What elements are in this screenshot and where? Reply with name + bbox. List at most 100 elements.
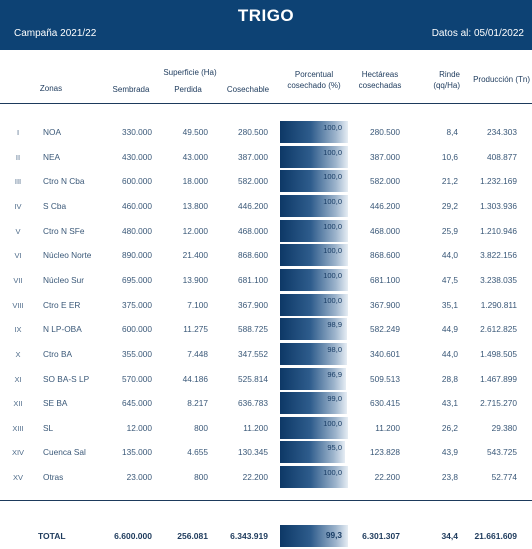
total-hectareas: 6.301.307 xyxy=(362,531,400,541)
sembrada-value: 330.000 xyxy=(122,127,152,137)
pct-bar-fill xyxy=(280,121,348,143)
hectareas-value: 11.200 xyxy=(375,422,400,433)
pct-value: 100,0 xyxy=(323,246,342,256)
rinde-value: 8,4 xyxy=(446,127,458,137)
pct-value: 100,0 xyxy=(323,196,342,206)
total-cosechable: 6.343.919 xyxy=(230,531,268,541)
pct-bar: 99,0 xyxy=(280,392,348,415)
pct-bar-fill xyxy=(280,466,348,489)
hectareas-value: 340.601 xyxy=(370,348,400,359)
produccion-value: 29.380 xyxy=(491,422,517,433)
pct-value: 95,0 xyxy=(327,443,342,453)
total-rinde: 34,4 xyxy=(441,531,458,541)
pct-bar: 100,0 xyxy=(280,244,348,267)
sembrada-value: 355.000 xyxy=(122,348,152,359)
rinde-value: 23,8 xyxy=(441,472,458,483)
produccion-value: 1.303.936 xyxy=(480,200,517,211)
zone-name: Núcleo Sur xyxy=(43,274,85,285)
pct-value: 98,9 xyxy=(327,320,342,330)
pct-bar: 100,0 xyxy=(280,145,348,168)
row-number: IX xyxy=(14,325,22,335)
pct-bar: 100,0 xyxy=(280,268,348,291)
cosechable-value: 636.783 xyxy=(238,398,268,409)
zone-name: SL xyxy=(43,422,54,433)
header-porcentual: Porcentual cosechado (%) xyxy=(280,69,348,91)
perdida-value: 13.900 xyxy=(182,274,208,285)
zone-name: Ctro N SFe xyxy=(43,225,85,236)
cosechable-value: 367.900 xyxy=(238,299,268,310)
zone-name: SE BA xyxy=(43,398,68,409)
zone-name: Núcleo Norte xyxy=(43,250,92,261)
sembrada-value: 460.000 xyxy=(122,200,152,211)
pct-bar-fill xyxy=(280,416,348,439)
perdida-value: 44.186 xyxy=(182,373,208,384)
pct-value: 100,0 xyxy=(323,221,342,231)
pct-bar-fill xyxy=(280,170,348,193)
pct-bar: 100,0 xyxy=(280,466,348,489)
header-rinde-line2: (qq/Ha) xyxy=(433,81,460,90)
cosechable-value: 588.725 xyxy=(238,324,268,335)
table-row: VIII Ctro E ER 375.000 7.100 367.900 367.900 3… xyxy=(0,293,532,318)
table-row: I NOA 330.000 49.500 280.500 280.500 8,4 234.30… xyxy=(0,120,532,145)
row-number: X xyxy=(15,349,21,359)
pct-bar: 100,0 xyxy=(280,416,348,439)
cosechable-value: 22.200 xyxy=(242,472,268,483)
produccion-value: 1.498.505 xyxy=(480,348,517,359)
pct-bar: 96,9 xyxy=(280,367,348,390)
row-number: IV xyxy=(14,201,22,211)
cosechable-value: 11.200 xyxy=(243,422,268,433)
header-zonas: Zonas xyxy=(39,84,63,93)
rinde-value: 28,8 xyxy=(441,373,458,384)
rinde-value: 21,2 xyxy=(441,176,458,187)
pct-value: 98,0 xyxy=(327,344,342,354)
row-number: XV xyxy=(12,473,23,483)
perdida-value: 7.448 xyxy=(187,348,208,359)
table-row: XV Otras 23.000 800 22.200 22.200 23,8 52.774 10… xyxy=(0,465,532,490)
sembrada-value: 23.000 xyxy=(126,472,152,483)
table-row: X Ctro BA 355.000 7.448 347.552 340.601 44,0 1.… xyxy=(0,342,532,367)
zone-name: Ctro BA xyxy=(43,348,73,359)
table-row: XIV Cuenca Sal 135.000 4.655 130.345 123.828 4… xyxy=(0,440,532,465)
pct-bar-fill xyxy=(280,244,348,267)
header-cosechable: Cosechable xyxy=(226,85,270,94)
pct-bar-fill xyxy=(280,392,348,415)
total-label: TOTAL xyxy=(38,531,66,541)
perdida-value: 49.500 xyxy=(182,127,208,137)
header-produccion: Producción (Tn) xyxy=(473,75,530,84)
row-number: VI xyxy=(14,251,22,261)
header-hectareas: Hectáreas cosechadas xyxy=(352,69,408,91)
cosechable-value: 868.600 xyxy=(238,250,268,261)
pct-bar: 98,0 xyxy=(280,342,348,365)
pct-bar: 100,0 xyxy=(280,170,348,193)
table-row: II NEA 430.000 43.000 387.000 387.000 10,6 408.… xyxy=(0,145,532,170)
report-title: TRIGO xyxy=(237,6,295,25)
produccion-value: 234.303 xyxy=(487,127,517,137)
zone-name: N LP-OBA xyxy=(43,324,82,335)
sembrada-value: 480.000 xyxy=(122,225,152,236)
row-number: VIII xyxy=(12,300,24,310)
cosechable-value: 582.000 xyxy=(238,176,268,187)
rinde-value: 43,9 xyxy=(441,447,458,458)
produccion-value: 543.725 xyxy=(487,447,517,458)
sembrada-value: 135.000 xyxy=(122,447,152,458)
perdida-value: 7.100 xyxy=(187,299,208,310)
sembrada-value: 645.000 xyxy=(122,398,152,409)
rinde-value: 44,9 xyxy=(441,324,458,335)
zone-name: NEA xyxy=(43,151,61,162)
rinde-value: 10,6 xyxy=(441,151,458,162)
rinde-value: 29,2 xyxy=(441,200,458,211)
pct-value: 99,0 xyxy=(327,394,342,404)
zone-name: SO BA-S LP xyxy=(43,373,90,384)
row-number: XIII xyxy=(12,423,24,433)
row-number: VII xyxy=(13,275,23,285)
hectareas-value: 280.500 xyxy=(370,127,400,137)
rinde-value: 35,1 xyxy=(441,299,458,310)
pct-value: 100,0 xyxy=(323,468,342,478)
row-number: XI xyxy=(14,374,22,384)
pct-value: 100,0 xyxy=(323,418,342,428)
pct-bar-fill xyxy=(280,219,348,242)
perdida-value: 12.000 xyxy=(182,225,208,236)
header-hectareas-line1: Hectáreas xyxy=(361,70,399,79)
sembrada-value: 600.000 xyxy=(122,176,152,187)
pct-bar-fill xyxy=(280,367,346,390)
